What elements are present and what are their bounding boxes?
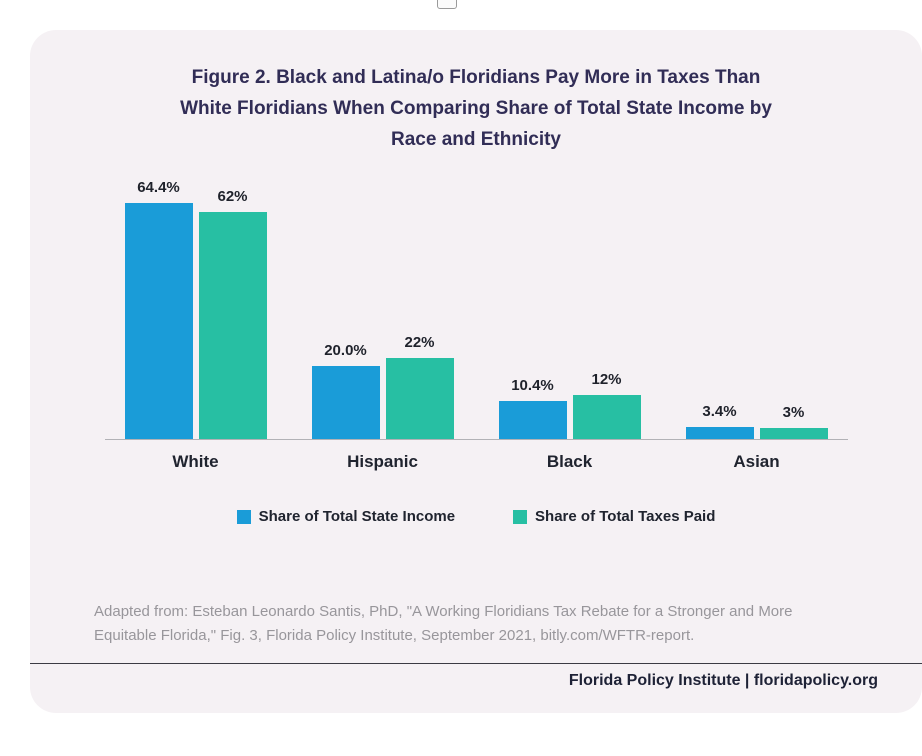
bar-value-label: 3.4% — [702, 403, 737, 420]
bar — [124, 203, 193, 439]
legend-swatch-income — [236, 509, 251, 524]
source-note: Adapted from: Esteban Leonardo Santis, P… — [94, 600, 793, 648]
bar-value-label: 3% — [782, 404, 805, 421]
bar-cell: 62% — [198, 188, 267, 439]
bar-value-label: 12% — [591, 371, 622, 388]
bar-pair: 20.0% 22% — [311, 334, 454, 439]
footer-text: Florida Policy Institute | floridapolicy… — [568, 672, 878, 689]
source-line-1: Adapted from: Esteban Leonardo Santis, P… — [94, 603, 793, 620]
bar-cell: 12% — [572, 371, 641, 439]
bar-cell: 64.4% — [124, 179, 193, 439]
figure-card: Figure 2. Black and Latina/o Floridians … — [30, 30, 922, 713]
bar — [498, 401, 567, 439]
bar — [198, 212, 267, 439]
category-label: Black — [546, 452, 593, 471]
category-label: Hispanic — [347, 452, 418, 471]
category-label: White — [172, 452, 219, 471]
legend-item-taxes: Share of Total Taxes Paid — [513, 508, 715, 525]
bar-group: 64.4% 62% — [124, 179, 267, 439]
chart-title-line-2: White Floridians When Comparing Share of… — [180, 98, 772, 119]
bar-cell: 10.4% — [498, 377, 567, 439]
bar — [685, 427, 754, 439]
bar-cell: 3.4% — [685, 403, 754, 439]
bar — [311, 366, 380, 439]
chart-groups: 64.4% 62% 20.0% 22% 10.4% 12% 3.4% 3% — [104, 179, 848, 440]
bar-pair: 3.4% 3% — [685, 403, 828, 439]
source-line-2: Equitable Florida," Fig. 3, Florida Poli… — [94, 627, 695, 644]
bar-cell: 20.0% — [311, 342, 380, 439]
category-label: Asian — [733, 452, 780, 471]
chart-title-line-1: Figure 2. Black and Latina/o Floridians … — [191, 67, 761, 88]
bar-pair: 64.4% 62% — [124, 179, 267, 439]
chart-categories: White Hispanic Black Asian — [105, 440, 848, 472]
bar-value-label: 20.0% — [324, 342, 367, 359]
chart-title: Figure 2. Black and Latina/o Floridians … — [54, 62, 898, 155]
legend-label-taxes: Share of Total Taxes Paid — [535, 508, 716, 525]
bar-value-label: 62% — [217, 188, 248, 205]
bar-group: 10.4% 12% — [498, 371, 641, 439]
window-control-fragment — [437, 0, 457, 9]
bar — [385, 358, 454, 439]
bar — [572, 395, 641, 439]
bar-value-label: 22% — [404, 334, 435, 351]
bar-chart: 64.4% 62% 20.0% 22% 10.4% 12% 3.4% 3% White Hisp… — [104, 179, 848, 472]
legend-item-income: Share of Total State Income — [236, 508, 456, 525]
legend-swatch-taxes — [513, 509, 528, 524]
bar-value-label: 10.4% — [511, 377, 554, 394]
bar-pair: 10.4% 12% — [498, 371, 641, 439]
chart-title-line-3: Race and Ethnicity — [391, 129, 561, 150]
footer-divider — [30, 663, 922, 664]
bar-cell: 22% — [385, 334, 454, 439]
bar-group: 20.0% 22% — [311, 334, 454, 439]
bar-group: 3.4% 3% — [685, 403, 828, 439]
bar-value-label: 64.4% — [137, 179, 180, 196]
bar-cell: 3% — [759, 404, 828, 439]
legend-label-income: Share of Total State Income — [258, 508, 456, 525]
chart-legend: Share of Total State Income Share of Tot… — [30, 508, 922, 525]
bar — [759, 428, 828, 439]
